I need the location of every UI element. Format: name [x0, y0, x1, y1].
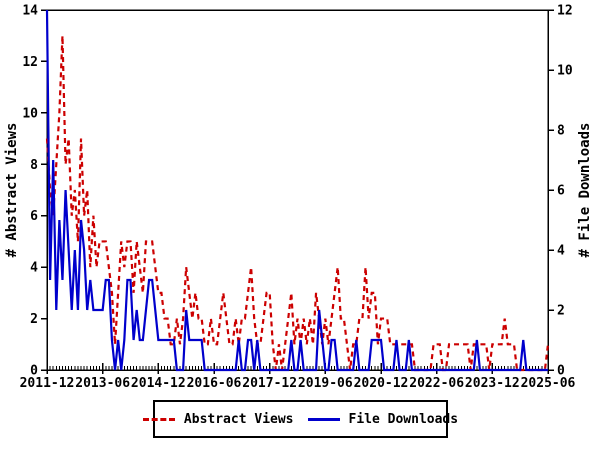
left-axis-tick-label: 4	[30, 261, 38, 276]
right-axis-title: # File Downloads	[577, 123, 593, 258]
x-axis-tick-label: 2022-06	[409, 376, 464, 391]
left-axis-tick-label: 8	[30, 158, 38, 173]
x-axis-tick-label: 2016-06	[187, 376, 242, 391]
legend-label-abstract-views: Abstract Views	[183, 411, 294, 427]
x-axis-tick-label: 2017-12	[242, 376, 297, 391]
x-axis-tick-label: 2025-06	[521, 376, 576, 391]
legend-item-file-downloads: File Downloads	[307, 411, 459, 427]
right-axis-tick-label: 0	[557, 364, 565, 379]
left-axis-tick-label: 10	[22, 106, 38, 121]
x-axis-tick-label: 2013-06	[75, 376, 130, 391]
x-axis-tick-label: 2011-12	[20, 376, 75, 391]
right-axis-tick-label: 10	[557, 64, 573, 79]
right-axis-tick-label: 12	[557, 4, 573, 19]
abstract-views-line	[45, 35, 550, 372]
red-dashed-line-sample	[142, 417, 175, 421]
x-axis-tick-label: 2019-06	[298, 376, 353, 391]
left-axis-tick-label: 0	[30, 364, 38, 379]
legend-label-file-downloads: File Downloads	[348, 411, 459, 427]
right-axis-tick-label: 6	[557, 184, 565, 199]
chart-legend: Abstract Views File Downloads	[142, 400, 458, 438]
plot-frame	[46, 9, 549, 371]
right-axis-tick-label: 2	[557, 304, 565, 319]
file-downloads-line	[45, 9, 548, 372]
blue-solid-line-sample	[307, 417, 340, 421]
x-axis-tick-label: 2023-12	[465, 376, 520, 391]
left-axis-tick-label: 6	[30, 209, 38, 224]
right-axis-tick-label: 4	[557, 244, 565, 259]
left-axis-title: # Abstract Views	[4, 123, 20, 258]
left-axis-tick-label: 12	[22, 55, 38, 70]
x-axis-tick-label: 2020-12	[354, 376, 409, 391]
right-axis-tick-label: 8	[557, 124, 565, 139]
left-axis-tick-label: 14	[22, 4, 38, 19]
legend-item-abstract-views: Abstract Views	[142, 411, 294, 427]
left-axis-tick-label: 2	[30, 312, 38, 327]
x-axis-tick-label: 2014-12	[131, 376, 186, 391]
